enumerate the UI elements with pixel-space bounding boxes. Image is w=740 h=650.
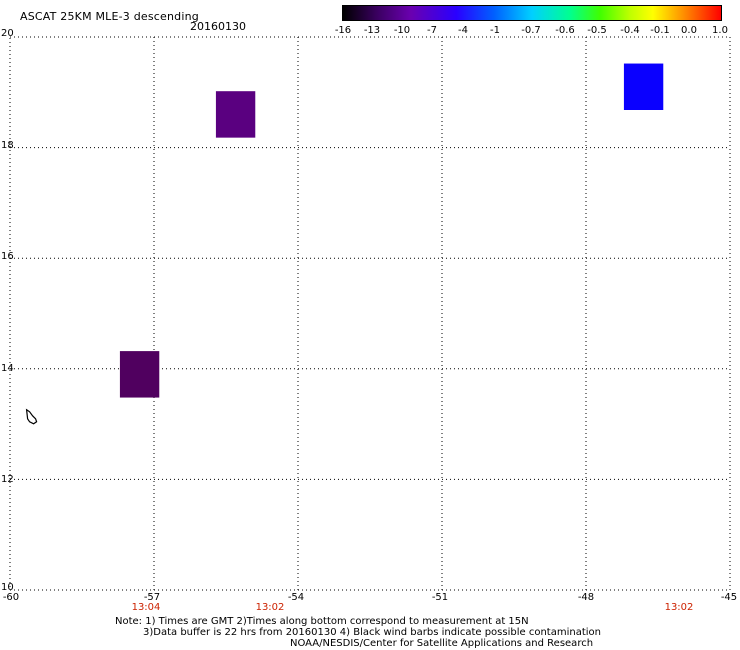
colorbar-label: -10 [393,25,411,36]
cell-purple-south [119,351,160,398]
colorbar-label: -0.7 [521,25,541,36]
colorbar-label: -4 [458,25,468,36]
lon-label: -57 [143,592,161,603]
colorbar-label: 0.0 [681,25,697,36]
map-date: 20160130 [190,20,246,33]
lat-label: 16 [1,251,14,262]
lat-label: 20 [1,28,14,39]
time-label: 13:02 [664,602,694,613]
time-label: 13:02 [255,602,285,613]
map-title: ASCAT 25KM MLE-3 descending [20,10,199,23]
colorbar-label: -0.1 [650,25,670,36]
colorbar-label: -7 [427,25,437,36]
lon-label: -54 [287,592,305,603]
note-line-2: 3)Data buffer is 22 hrs from 20160130 4)… [143,627,601,638]
colorbar-label: -16 [334,25,352,36]
colorbar-label: 1.0 [712,25,728,36]
lon-label: -51 [431,592,449,603]
note-line-3: NOAA/NESDIS/Center for Satellite Applica… [290,638,594,649]
lon-label: -48 [577,592,595,603]
lon-label: -60 [2,592,20,603]
lat-label: 10 [1,582,14,593]
time-label: 13:04 [131,602,161,613]
note-line-1: Note: 1) Times are GMT 2)Times along bot… [115,616,529,627]
lat-label: 18 [1,140,14,151]
lat-label: 14 [1,363,14,374]
colorbar-label: -0.6 [555,25,575,36]
colorbar-label: -13 [363,25,381,36]
cell-purple-north [215,91,256,138]
barbados-outline [25,408,38,425]
plot-frame [9,36,731,591]
colorbar-label: -0.5 [587,25,607,36]
colorbar-label: -0.4 [620,25,640,36]
lat-label: 12 [1,474,14,485]
color-scale-bar [342,5,722,21]
lon-label: -45 [720,592,738,603]
colorbar-label: -1 [490,25,500,36]
cell-blue-east [623,63,664,110]
